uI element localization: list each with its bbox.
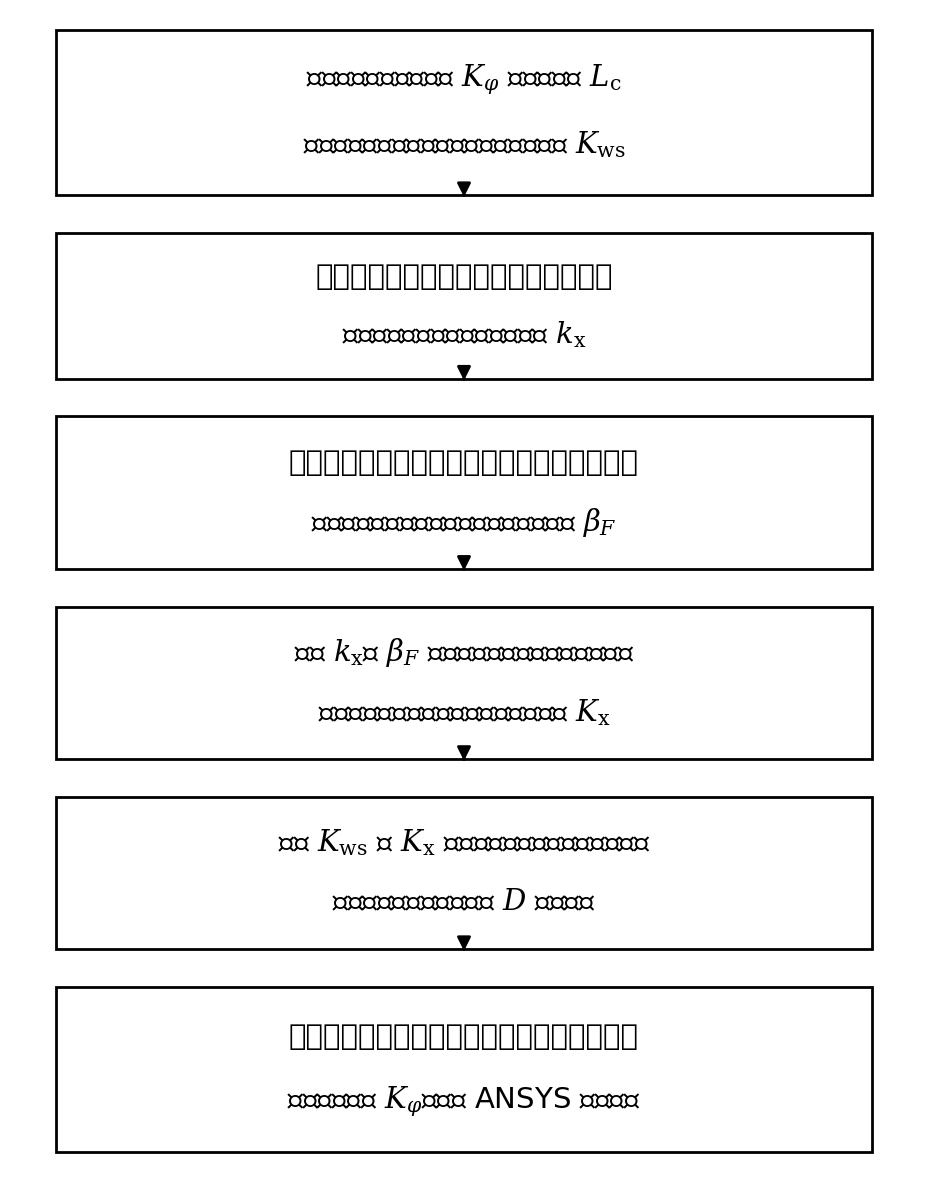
Text: 特性参数，计算扭转橡胶衬套的载荷系数 $\beta_{F}$: 特性参数，计算扭转橡胶衬套的载荷系数 $\beta_{F}$ [311,506,616,539]
Bar [56,987,871,1152]
Text: 根据侧倾角刚度要求值 $K_\varphi$ 及悬置距离 $L_{\rm c}$: 根据侧倾角刚度要求值 $K_\varphi$ 及悬置距离 $L_{\rm c}$ [306,63,621,97]
Bar [56,416,871,569]
Bar [56,797,871,949]
Text: 根据 $k_{\rm x}$、 $\beta_{F}$ 及稳定杆的参数，计算内偏置非: 根据 $k_{\rm x}$、 $\beta_{F}$ 及稳定杆的参数，计算内偏… [294,636,633,669]
Bar [56,233,871,378]
Bar [56,30,871,195]
Text: 非同轴稳定杆的扭管外径 $D$ 进行设计: 非同轴稳定杆的扭管外径 $D$ 进行设计 [332,889,595,917]
Bar [56,606,871,759]
Text: 的侧倾角刚度 $K_\varphi$，进行 ANSYS 仿真验证: 的侧倾角刚度 $K_\varphi$，进行 ANSYS 仿真验证 [286,1085,641,1119]
Text: 计算稳定杆橡胶衬套的径向刚度 $k_{\rm x}$: 计算稳定杆橡胶衬套的径向刚度 $k_{\rm x}$ [341,319,586,350]
Text: 计算稳定杆系统的侧倾线刚度设计要求值 $K_{\rm ws}$: 计算稳定杆系统的侧倾线刚度设计要求值 $K_{\rm ws}$ [302,129,625,161]
Text: 根据橡胶衬套的结构及材料特性参数；: 根据橡胶衬套的结构及材料特性参数； [315,264,612,291]
Text: 同轴稳定杆橡胶衬套的等效组合线刚度 $K_{\rm x}$: 同轴稳定杆橡胶衬套的等效组合线刚度 $K_{\rm x}$ [317,697,610,728]
Text: 对所设计的内偏置非同轴式驾驶室稳定杆系统: 对所设计的内偏置非同轴式驾驶室稳定杆系统 [288,1024,639,1051]
Text: 根据 $K_{\rm ws}$ 和 $K_{\rm x}$ 及稳定杆的其他参数，对内偏置: 根据 $K_{\rm ws}$ 和 $K_{\rm x}$ 及稳定杆的其他参数，… [277,827,650,858]
Text: 根据内偏置非同轴式稳定杆的结构参数及材料: 根据内偏置非同轴式稳定杆的结构参数及材料 [288,449,639,476]
